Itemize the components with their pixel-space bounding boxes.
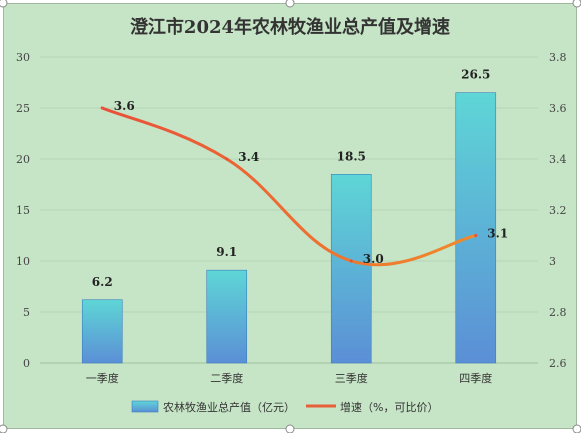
legend-label-bar: 农林牧渔业总产值（亿元） [163,400,295,414]
growth-line [100,106,478,267]
legend: 农林牧渔业总产值（亿元） 增速（%，可比价） [131,400,438,414]
y-right-tick-label: 2.6 [549,357,567,370]
y-left-tick-label: 10 [16,255,30,268]
y-right-tick-label: 3.6 [549,102,567,115]
bar [330,174,372,364]
y-right-tick-label: 3.8 [549,51,567,64]
y-left-tick-label: 25 [16,102,30,115]
bar-value-label: 18.5 [337,149,366,163]
line-point [474,234,478,237]
y-left-tick-label: 0 [23,357,30,370]
line-value-label: 3.4 [238,150,259,164]
bar [206,269,248,364]
line-value-label: 3.6 [114,99,135,113]
y-right-tick-label: 3 [549,255,556,268]
line-value-label: 3.1 [487,227,508,241]
bar [81,299,123,364]
line-point [225,157,229,161]
y-right-tick-label: 2.8 [549,306,567,319]
y-left-tick-label: 20 [16,153,30,166]
bar-value-label: 9.1 [216,245,237,259]
y-left-tick-label: 15 [16,204,30,217]
bar [455,92,497,364]
chart-title: 澄江市2024年农林牧渔业总产值及增速 [130,16,450,38]
bar-value-label: 26.5 [461,68,490,82]
line-point [349,259,353,263]
x-tick-label: 三季度 [335,371,368,385]
y-right-tick-label: 3.4 [549,153,567,166]
legend-label-line: 增速（%，可比价） [340,400,438,414]
y-right-tick-label: 3.2 [549,204,567,217]
bar-value-label: 6.2 [92,275,113,289]
x-tick-label: 四季度 [459,371,492,385]
y-left-tick-label: 30 [16,51,30,64]
x-tick-label: 一季度 [86,371,119,385]
legend-swatch-bar [131,400,159,413]
y-left-tick-label: 5 [23,306,30,319]
line-point [100,106,104,110]
line-value-label: 3.0 [363,252,384,266]
x-tick-label: 二季度 [210,371,243,385]
